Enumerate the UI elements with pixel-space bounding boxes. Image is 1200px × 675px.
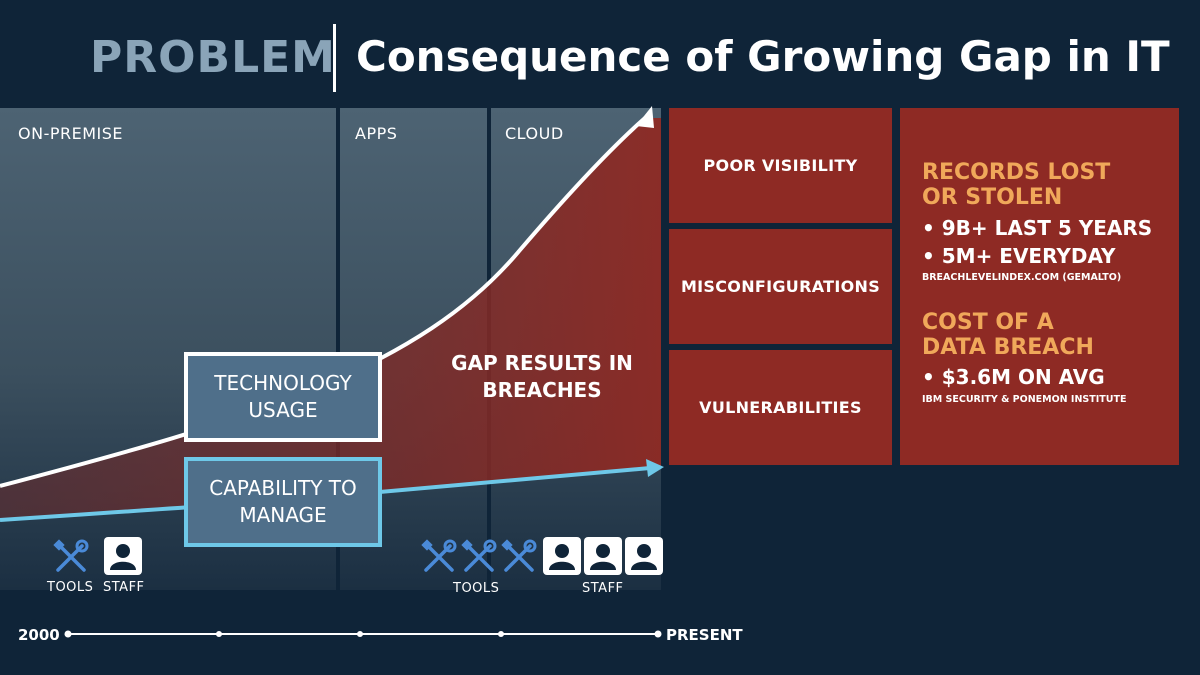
slide-header: PROBLEM Consequence of Growing Gap in IT	[0, 0, 1200, 108]
consequence-poor-visibility: POOR VISIBILITY	[669, 108, 892, 223]
technology-usage-line	[0, 116, 647, 488]
timeline-dot	[357, 631, 363, 637]
tools-icon	[53, 539, 89, 572]
cost-heading: COST OF A DATA BREACH	[922, 310, 1094, 360]
column-label-on-premise: ON-PREMISE	[18, 124, 123, 143]
capability-arrowhead	[646, 459, 664, 477]
section-label: PROBLEM	[90, 32, 336, 83]
tools-label-present: TOOLS	[453, 581, 500, 596]
staff-icon	[584, 537, 622, 575]
timeline-dot	[654, 630, 662, 638]
title-divider	[333, 24, 336, 92]
staff-icon	[625, 537, 663, 575]
records-bullet: • 5M+ EVERYDAY	[922, 244, 1116, 268]
records-source: BREACHLEVELINDEX.COM (GEMALTO)	[922, 272, 1122, 283]
capability-label: CAPABILITY TO MANAGE	[184, 457, 382, 547]
records-heading: RECORDS LOST OR STOLEN	[922, 160, 1111, 210]
column-label-cloud: CLOUD	[505, 124, 564, 143]
consequence-misconfigurations: MISCONFIGURATIONS	[669, 229, 892, 344]
timeline-dot	[216, 631, 222, 637]
tools-icon	[501, 539, 537, 572]
staff-label-present: STAFF	[582, 581, 624, 596]
gap-label: GAP RESULTS IN BREACHES	[451, 351, 633, 402]
tools-label-2000: TOOLS	[47, 580, 94, 595]
timeline-start: 2000	[18, 626, 60, 644]
cost-source: IBM SECURITY & PONEMON INSTITUTE	[922, 394, 1127, 405]
breach-stats-panel: RECORDS LOST OR STOLEN • 9B+ LAST 5 YEAR…	[900, 108, 1179, 465]
staff-label-2000: STAFF	[103, 580, 145, 595]
technology-usage-label: TECHNOLOGY USAGE	[184, 352, 382, 442]
slide-title: Consequence of Growing Gap in IT	[356, 32, 1170, 81]
technology-usage-arrowhead	[636, 106, 654, 128]
timeline-dot	[64, 630, 72, 638]
timeline-dot	[498, 631, 504, 637]
column-label-apps: APPS	[355, 124, 398, 143]
tools-icon	[461, 539, 497, 572]
staff-icon	[543, 537, 581, 575]
gap-area	[0, 118, 661, 520]
staff-icon	[104, 537, 142, 575]
cost-bullet: • $3.6M ON AVG	[922, 365, 1105, 389]
timeline-end: PRESENT	[666, 626, 743, 644]
records-bullet: • 9B+ LAST 5 YEARS	[922, 216, 1153, 240]
tools-icon	[421, 539, 457, 572]
consequence-vulnerabilities: VULNERABILITIES	[669, 350, 892, 465]
